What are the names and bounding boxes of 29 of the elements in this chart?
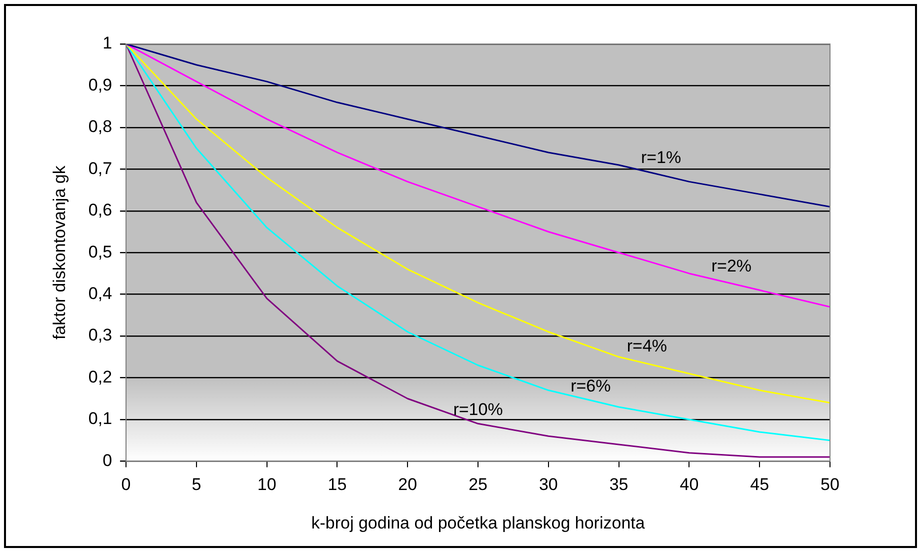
y-tick-label: 0: [102, 450, 112, 470]
series-label: r=10%: [453, 400, 503, 419]
x-tick-label: 15: [328, 475, 347, 494]
x-tick-label: 50: [820, 475, 840, 494]
y-tick-label: 1: [102, 34, 112, 53]
x-tick-label: 45: [750, 475, 770, 494]
series-label: r=6%: [570, 376, 611, 396]
series-label: r=1%: [640, 148, 682, 167]
y-tick-label: 0,8: [88, 117, 112, 136]
x-tick-label: 40: [680, 475, 699, 494]
x-tick-label: 0: [121, 475, 131, 494]
y-tick-label: 0,5: [88, 242, 112, 262]
y-tick-label: 0,7: [88, 158, 112, 178]
y-tick-label: 0,6: [88, 200, 112, 220]
x-tick-label: 30: [538, 475, 558, 494]
series-label: r=4%: [626, 336, 668, 356]
series-label: r=2%: [711, 256, 752, 276]
x-tick-label: 35: [609, 475, 628, 494]
y-tick-label: 0,3: [88, 326, 112, 345]
y-tick-label: 0,9: [88, 75, 112, 94]
x-tick-label: 5: [192, 475, 202, 494]
y-tick-label: 0,1: [88, 409, 112, 428]
x-tick-label: 10: [257, 475, 276, 494]
y-tick-label: 0,4: [88, 284, 112, 304]
x-tick-label: 25: [468, 475, 488, 494]
x-tick-label: 20: [398, 475, 418, 494]
x-axis-title: k-broj godina od početka planskog horizonta: [311, 513, 646, 532]
y-tick-label: 0,2: [88, 367, 112, 386]
y-axis-title: faktor diskontovanja gk: [50, 165, 69, 340]
